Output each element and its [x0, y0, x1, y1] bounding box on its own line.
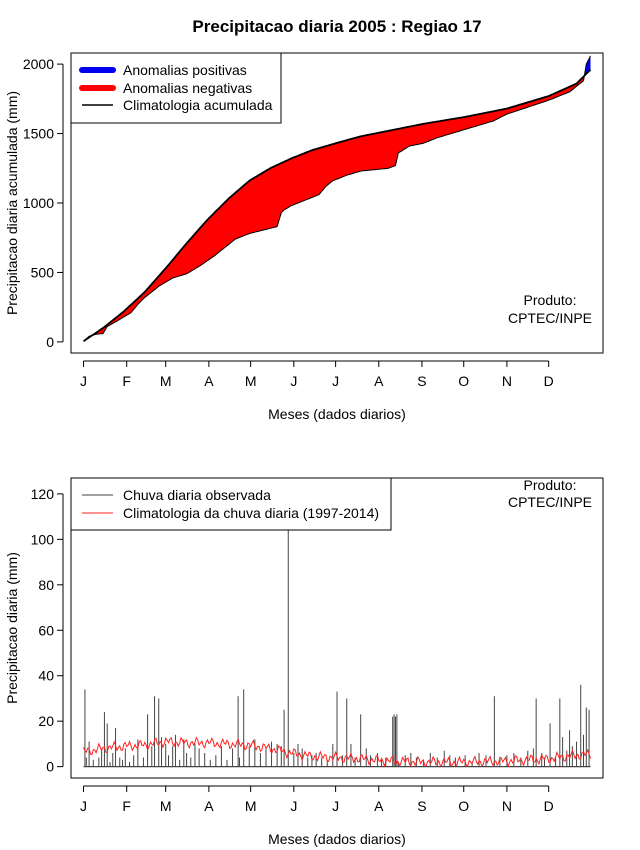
product-credit-source: CPTEC/INPE: [508, 310, 592, 326]
legend-label-observed: Chuva diaria observada: [123, 487, 271, 503]
top-x-tick-label: M: [245, 373, 257, 389]
top-plot-frame: [70, 52, 604, 354]
top-x-tick-label: F: [122, 373, 131, 389]
bottom-y-tick-label: 60: [38, 622, 54, 638]
daily-precipitation-chart: 0 20 40 60 80 100 120 J F M A M J J A S O N D Precipitaca…: [4, 477, 604, 847]
bottom-y-axis: 0 20 40 60 80 100 120: [31, 486, 64, 775]
climatology-daily-line: [83, 736, 591, 768]
bottom-y-tick-label: 40: [38, 668, 54, 684]
bottom-x-tick-label: D: [544, 798, 554, 814]
bottom-x-tick-label: M: [160, 798, 172, 814]
bottom-legend: Chuva diaria observada Climatologia da c…: [70, 477, 392, 531]
accumulated-lines-layer: [83, 55, 592, 342]
bottom-y-tick-label: 120: [31, 486, 55, 502]
top-x-tick-label: N: [502, 373, 512, 389]
bottom-x-tick-label: S: [417, 798, 426, 814]
bottom-x-tick-label: N: [502, 798, 512, 814]
bottom-x-tick-label: F: [122, 798, 131, 814]
bottom-x-tick-label: J: [80, 798, 87, 814]
bottom-y-tick-label: 20: [38, 713, 54, 729]
top-x-axis-label: Meses (dados diarios): [268, 406, 406, 422]
top-x-tick-label: J: [80, 373, 87, 389]
bottom-x-tick-label: O: [458, 798, 469, 814]
top-y-tick-label: 500: [31, 264, 55, 280]
bottom-y-tick-label: 80: [38, 577, 54, 593]
top-x-tick-label: O: [458, 373, 469, 389]
product-credit-source-bottom: CPTEC/INPE: [508, 494, 592, 510]
legend-label-climatology: Climatologia acumulada: [123, 97, 273, 113]
top-x-tick-label: S: [417, 373, 426, 389]
bottom-x-tick-label: A: [374, 798, 384, 814]
top-y-axis: 0 500 1000 1500 2000: [23, 56, 64, 350]
top-y-tick-label: 2000: [23, 56, 54, 72]
observed-accumulated-line: [83, 55, 591, 342]
top-y-tick-label: 1500: [23, 126, 54, 142]
top-x-tick-label: D: [544, 373, 554, 389]
top-legend: Anomalias positivas Anomalias negativas …: [70, 52, 282, 124]
accumulated-precipitation-chart: 0 500 1000 1500 2000 J F M A M J J A S O N D Precipitac…: [4, 52, 604, 422]
bottom-x-axis-label: Meses (dados diarios): [268, 831, 406, 847]
bottom-x-tick-label: J: [332, 798, 339, 814]
bottom-legend-box: [70, 477, 392, 531]
legend-label-positive: Anomalias positivas: [123, 62, 247, 78]
bottom-x-tick-label: A: [204, 798, 214, 814]
top-y-tick-label: 0: [46, 334, 54, 350]
bottom-y-tick-label: 0: [46, 759, 54, 775]
top-y-tick-label: 1000: [23, 195, 54, 211]
top-x-tick-label: J: [290, 373, 297, 389]
top-x-tick-label: A: [374, 373, 384, 389]
bottom-y-tick-label: 100: [31, 531, 55, 547]
top-y-axis-label: Precipitacao diaria acumulada (mm): [4, 91, 20, 315]
legend-label-clim-daily: Climatologia da chuva diaria (1997-2014): [123, 505, 379, 521]
top-x-tick-label: A: [204, 373, 214, 389]
bottom-y-axis-label: Precipitacao diaria (mm): [4, 552, 20, 704]
climatology-accumulated-line: [83, 69, 592, 342]
bottom-x-tick-label: J: [290, 798, 297, 814]
observed-rain-bars-layer: [83, 528, 591, 768]
negative-anomaly-area: [91, 76, 584, 336]
top-x-tick-label: J: [332, 373, 339, 389]
bottom-x-tick-label: M: [245, 798, 257, 814]
figure-title: Precipitacao diaria 2005 : Regiao 17: [192, 17, 481, 36]
top-x-tick-label: M: [160, 373, 172, 389]
legend-label-negative: Anomalias negativas: [123, 80, 252, 96]
climatology-line-layer: [83, 736, 591, 768]
product-credit-label: Produto:: [524, 292, 577, 308]
product-credit-label-bottom: Produto:: [524, 477, 577, 493]
